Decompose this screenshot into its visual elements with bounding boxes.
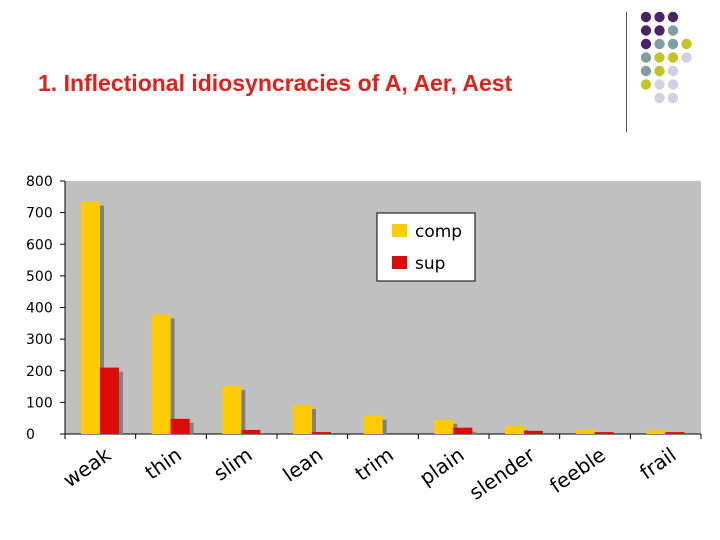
bar-sup-slender	[524, 430, 543, 434]
y-tick-label: 500	[26, 269, 53, 285]
y-tick-label: 800	[26, 174, 53, 190]
bar-sup-weak	[100, 367, 119, 434]
y-tick-label: 200	[26, 364, 53, 380]
decorative-dot	[667, 79, 679, 90]
bar-sup-thin	[170, 418, 190, 434]
x-tick-label: frail	[635, 442, 680, 484]
bar-comp-trim	[363, 415, 383, 434]
bar-sup-feeble	[594, 432, 614, 434]
decorative-dot	[640, 79, 652, 90]
legend-swatch-sup	[392, 256, 407, 269]
x-tick-label: slender	[465, 442, 540, 505]
decorative-dot	[640, 65, 652, 77]
bar-comp-weak	[81, 201, 100, 434]
x-tick-label: lean	[278, 442, 327, 486]
bar-sup-plain	[453, 427, 473, 434]
decorative-dot	[667, 38, 679, 50]
y-tick-label: 400	[26, 301, 53, 317]
decorative-dot	[654, 79, 665, 90]
slide-title: 1. Inflectional idiosyncracies of A, Aer…	[38, 70, 513, 96]
decorative-dot	[681, 38, 692, 50]
x-tick-label: weak	[58, 442, 115, 492]
decorative-dot	[654, 25, 665, 36]
decorative-dot	[654, 11, 665, 23]
chart-legend: comp sup	[376, 212, 476, 282]
decorative-dot	[667, 92, 679, 104]
decorative-dot	[654, 92, 665, 104]
y-tick-label: 300	[26, 332, 53, 348]
y-tick-label: 700	[26, 206, 53, 222]
y-tick-label: 100	[26, 395, 53, 411]
bar-sup-frail	[665, 432, 685, 434]
decorative-dot	[640, 38, 652, 50]
decorative-dot	[640, 25, 652, 36]
decorative-dot	[654, 38, 665, 50]
bar-comp-slim	[222, 385, 242, 434]
bar-comp-frail	[646, 430, 666, 434]
legend-label-comp: comp	[415, 222, 462, 242]
bar-comp-feeble	[575, 429, 595, 434]
decorative-dot	[640, 52, 652, 63]
decorative-dot	[640, 11, 652, 23]
decorative-dot	[681, 52, 692, 63]
bar-comp-plain	[434, 419, 454, 434]
bar-comp-slender	[505, 426, 524, 434]
decorative-dot	[667, 65, 679, 77]
y-tick-label: 0	[26, 427, 35, 443]
x-tick-label: slim	[209, 442, 256, 485]
bar-comp-thin	[151, 314, 171, 434]
decorative-dot	[654, 65, 665, 77]
legend-swatch-comp	[392, 224, 407, 237]
x-tick-label: trim	[350, 442, 397, 485]
y-tick-label: 600	[26, 237, 53, 253]
x-tick-label: plain	[415, 442, 469, 490]
legend-label-sup: sup	[415, 254, 445, 274]
x-tick-label: thin	[140, 442, 186, 484]
bar-sup-lean	[312, 432, 331, 434]
bar-sup-slim	[241, 429, 261, 434]
decorative-dot	[654, 52, 665, 63]
title-divider-line	[626, 12, 627, 132]
decorative-dot	[667, 52, 679, 63]
decorative-dot-grid	[640, 11, 692, 104]
decorative-dot	[667, 25, 679, 36]
decorative-dot	[667, 11, 679, 23]
bar-comp-lean	[293, 404, 312, 434]
x-tick-label: feeble	[545, 442, 610, 497]
